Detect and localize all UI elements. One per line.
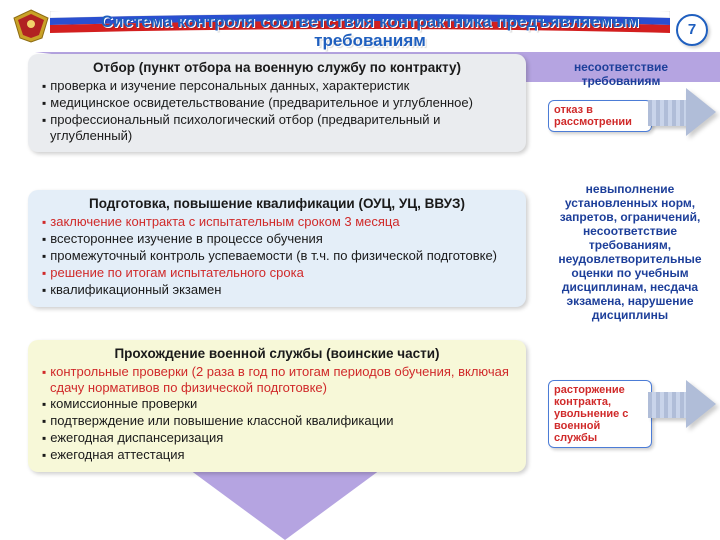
block-service: Прохождение военной службы (воинские час… (28, 340, 526, 472)
header: Система контроля соответствия контрактни… (0, 6, 720, 46)
list-item: комиссионные проверки (40, 396, 514, 412)
arrow-body (648, 392, 688, 418)
triangle-decor-bottom (190, 470, 380, 540)
list-item: решение по итогам испытательного срока (40, 265, 514, 281)
list-item: медицинское освидетельствование (предвар… (40, 95, 514, 111)
list-item: подтверждение или повышение классной ква… (40, 413, 514, 429)
list-item: заключение контракта с испытательным сро… (40, 214, 514, 230)
list-item: всестороннее изучение в процессе обучени… (40, 231, 514, 247)
page-title: Система контроля соответствия контрактни… (90, 12, 650, 50)
block-training: Подготовка, повышение квалификации (ОУЦ,… (28, 190, 526, 307)
list-item: контрольные проверки (2 раза в год по ит… (40, 364, 514, 395)
list-item: профессиональный психологический отбор (… (40, 112, 514, 143)
list-item: ежегодная аттестация (40, 447, 514, 463)
block-selection: Отбор (пункт отбора на военную службу по… (28, 54, 526, 152)
block-title: Отбор (пункт отбора на военную службу по… (40, 60, 514, 75)
side-label-violations: невыполнение установленных норм, запрето… (542, 182, 718, 322)
frame-termination: расторжение контракта, увольнение с воен… (548, 380, 652, 448)
arrow-head-icon (686, 88, 716, 136)
list-item: ежегодная диспансеризация (40, 430, 514, 446)
side-label-mismatch: несоответствие требованиям (546, 60, 696, 88)
list-item: промежуточный контроль успеваемости (в т… (40, 248, 514, 264)
list-item: квалификационный экзамен (40, 282, 514, 298)
page-number-badge: 7 (676, 14, 708, 46)
block-title: Прохождение военной службы (воинские час… (40, 346, 514, 361)
frame-refusal: отказ в рассмотрении (548, 100, 652, 132)
list-item: проверка и изучение персональных данных,… (40, 78, 514, 94)
emblem-icon (10, 8, 52, 44)
arrow-body (648, 100, 688, 126)
block-title: Подготовка, повышение квалификации (ОУЦ,… (40, 196, 514, 211)
arrow-head-icon (686, 380, 716, 428)
